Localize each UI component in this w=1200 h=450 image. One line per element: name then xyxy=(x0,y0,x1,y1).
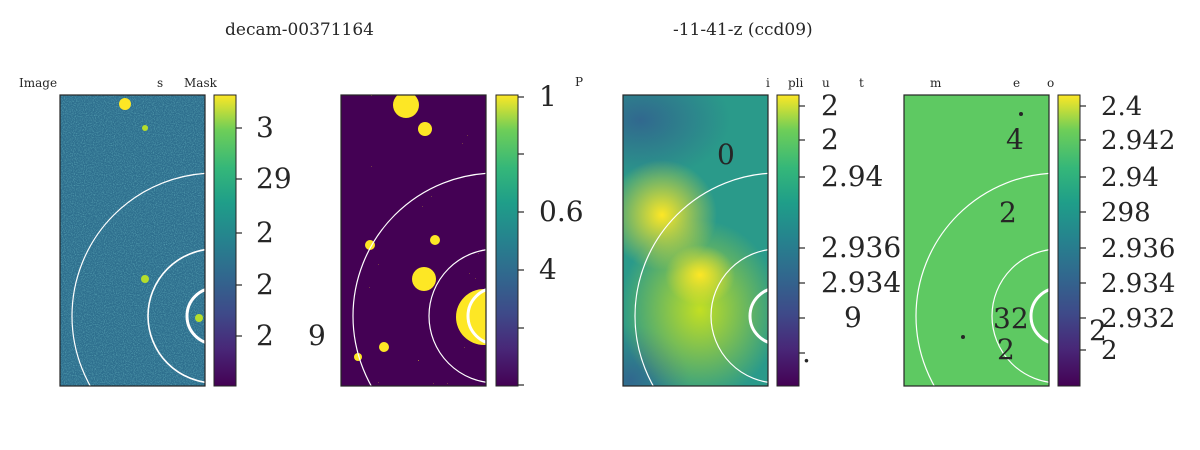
colorbar-tick-label: 2.936 xyxy=(1101,234,1175,264)
mask-blob xyxy=(418,122,432,136)
panel-uniform-title-2: e xyxy=(1013,76,1020,90)
colorbar-tick-label: 2.934 xyxy=(1101,269,1175,299)
panel-mask: P 9 10.64 xyxy=(308,75,584,387)
uniform-ring-mid xyxy=(991,249,1049,383)
colorbar-tick-label: 2 xyxy=(821,123,839,156)
panel-background-frame xyxy=(622,94,769,387)
background-ring-outer xyxy=(634,172,768,386)
colorbar-tick-label: 1 xyxy=(539,80,557,113)
colorbar-tick-label: 2.94 xyxy=(821,160,883,193)
background-shade xyxy=(623,95,730,180)
colorbar-tick-label: 2 xyxy=(1101,336,1118,366)
image-star xyxy=(141,275,149,283)
colorbar-tick-label: 2.936 xyxy=(821,231,901,264)
colorbar-tick-label: 2.934 xyxy=(821,266,901,299)
colorbar-tick-label: . xyxy=(802,336,811,369)
image-star xyxy=(119,98,131,110)
mask-blob xyxy=(430,235,440,245)
panel-image-title-mid: s xyxy=(157,76,163,90)
colorbar-tick-label: 9 xyxy=(844,301,862,334)
panel-uniform: m e o 4 2 32 2 2 2.4 2.942 2.94 298 2.936 2.9… xyxy=(903,76,1175,387)
mask-colorbar xyxy=(495,94,519,387)
image-ring-outer xyxy=(71,172,205,386)
background-blob xyxy=(665,245,735,305)
mask-ring-mid xyxy=(428,249,486,383)
suptitle-right: -11-41-z (ccd09) xyxy=(673,20,813,40)
background-colorbar xyxy=(776,94,800,387)
image-noise xyxy=(60,95,205,386)
colorbar-tick-label: 298 xyxy=(1101,198,1151,228)
uniform-inner-label: 32 xyxy=(993,302,1029,335)
mask-blob xyxy=(456,289,486,345)
uniform-dot xyxy=(1019,112,1023,116)
panel-image-title-left: Image xyxy=(19,76,57,90)
image-ring-inner xyxy=(185,288,205,344)
panel-mask-title: P xyxy=(575,75,583,89)
mask-blob xyxy=(393,95,419,118)
colorbar-tick-label: 2 xyxy=(256,216,274,249)
mask-blob xyxy=(379,342,389,352)
colorbar-tick-label: 2.94 xyxy=(1101,163,1159,193)
uniform-heatmap xyxy=(904,95,1049,386)
uniform-inner-label: 2 xyxy=(999,196,1017,229)
colorbar-tick-label: 3 xyxy=(256,111,274,144)
panel-image-title-right: Mask xyxy=(184,76,218,90)
image-ring-mid xyxy=(147,248,205,384)
panel-uniform-frame xyxy=(903,94,1050,387)
uniform-ring-outer xyxy=(915,172,1049,386)
panel-mask-frame xyxy=(340,94,487,387)
mask-blob xyxy=(412,267,436,291)
colorbar-tick-label: 2.4 xyxy=(1101,92,1142,122)
mask-ring-outer xyxy=(352,172,486,386)
panel-background-title-3: u xyxy=(822,76,830,90)
colorbar-tick-label: 0.6 xyxy=(539,195,584,228)
colorbar-tick-label: 2 xyxy=(256,319,274,352)
uniform-inner-label: 2 xyxy=(997,333,1015,366)
colorbar-tick-label: 4 xyxy=(539,253,557,286)
background-ring-mid xyxy=(710,249,768,383)
suptitle-left: decam-00371164 xyxy=(225,20,374,40)
background-inner-label: 0 xyxy=(717,138,735,171)
panel-uniform-title-3: o xyxy=(1047,76,1054,90)
uniform-colorbar xyxy=(1057,94,1081,387)
panel-uniform-title-1: m xyxy=(930,76,942,90)
mask-outer-label: 9 xyxy=(308,319,326,352)
panel-background-title-4: t xyxy=(859,76,864,90)
image-colorbar xyxy=(213,94,237,387)
mask-blob xyxy=(365,240,375,250)
image-star xyxy=(142,125,148,131)
panel-image: Image s Mask 3 29 2 2 2 xyxy=(19,76,292,387)
colorbar-tick-label: 2.942 xyxy=(1101,126,1175,156)
uniform-side-label: 2 xyxy=(1089,314,1107,347)
uniform-inner-label: 4 xyxy=(1006,123,1024,156)
image-star xyxy=(195,314,203,322)
colorbar-tick-label: 2.932 xyxy=(1101,304,1175,334)
panel-image-frame xyxy=(59,94,206,387)
panel-background-title-1: i xyxy=(766,76,770,90)
panel-background-title-2: pli xyxy=(788,76,804,90)
mask-specks xyxy=(341,95,486,386)
background-blob xyxy=(623,160,717,270)
mask-ring-inner xyxy=(466,288,486,344)
colorbar-tick-label: 29 xyxy=(256,162,292,195)
uniform-ring-inner xyxy=(1029,288,1049,344)
mask-colorbar-ticks: 10.64 xyxy=(518,80,584,386)
background-ring-inner xyxy=(748,288,768,344)
colorbar-tick-label: 2 xyxy=(256,268,274,301)
image-colorbar-ticks: 3 29 2 2 2 xyxy=(236,111,292,352)
colorbar-tick-label: 2 xyxy=(821,89,839,122)
uniform-dot xyxy=(961,335,965,339)
